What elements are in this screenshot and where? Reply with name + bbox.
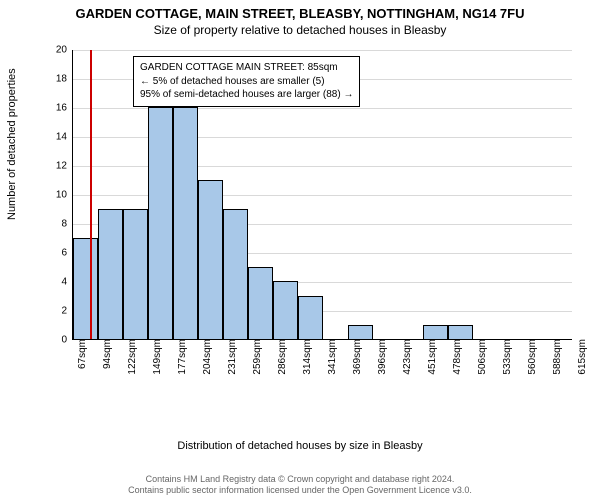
x-tick-label: 259sqm <box>250 339 263 375</box>
y-tick-label: 16 <box>56 103 73 114</box>
histogram-bar <box>173 107 198 339</box>
x-tick-label: 149sqm <box>150 339 163 375</box>
x-tick-label: 423sqm <box>400 339 413 375</box>
x-tick-label: 94sqm <box>100 339 113 369</box>
x-tick-label: 506sqm <box>475 339 488 375</box>
x-tick-label: 451sqm <box>425 339 438 375</box>
histogram-bar <box>223 209 248 340</box>
histogram-bar <box>348 325 373 340</box>
x-tick-label: 122sqm <box>125 339 138 375</box>
histogram-bar <box>123 209 148 340</box>
y-tick-label: 20 <box>56 45 73 56</box>
x-tick-label: 478sqm <box>450 339 463 375</box>
histogram-bar <box>198 180 223 340</box>
title-sub: Size of property relative to detached ho… <box>0 21 600 37</box>
annotation-box: GARDEN COTTAGE MAIN STREET: 85sqm← 5% of… <box>133 56 360 107</box>
x-tick-label: 588sqm <box>550 339 563 375</box>
y-tick-label: 10 <box>56 190 73 201</box>
y-tick-label: 0 <box>61 335 73 346</box>
histogram-bar <box>298 296 323 340</box>
x-tick-label: 231sqm <box>225 339 238 375</box>
annotation-line: 95% of semi-detached houses are larger (… <box>140 88 353 102</box>
x-axis-label: Distribution of detached houses by size … <box>0 440 600 452</box>
histogram-bar <box>423 325 448 340</box>
x-tick-label: 314sqm <box>300 339 313 375</box>
footer-attribution: Contains HM Land Registry data © Crown c… <box>0 474 600 497</box>
x-tick-label: 286sqm <box>275 339 288 375</box>
histogram-bar <box>448 325 473 340</box>
gridline <box>73 50 572 51</box>
chart-area: 0246810121416182067sqm94sqm122sqm149sqm1… <box>42 50 582 390</box>
y-tick-label: 6 <box>61 248 73 259</box>
x-tick-label: 341sqm <box>325 339 338 375</box>
y-axis-label: Number of detached properties <box>6 68 18 220</box>
y-tick-label: 14 <box>56 132 73 143</box>
x-tick-label: 67sqm <box>75 339 88 369</box>
x-tick-label: 204sqm <box>200 339 213 375</box>
plot-region: 0246810121416182067sqm94sqm122sqm149sqm1… <box>72 50 572 340</box>
x-tick-label: 369sqm <box>350 339 363 375</box>
x-tick-label: 533sqm <box>500 339 513 375</box>
y-tick-label: 2 <box>61 306 73 317</box>
y-tick-label: 12 <box>56 161 73 172</box>
footer-line1: Contains HM Land Registry data © Crown c… <box>0 474 600 485</box>
annotation-line: ← 5% of detached houses are smaller (5) <box>140 75 353 89</box>
x-tick-label: 615sqm <box>575 339 588 375</box>
histogram-bar <box>273 281 298 339</box>
reference-line <box>90 50 92 339</box>
histogram-bar <box>73 238 98 340</box>
title-main: GARDEN COTTAGE, MAIN STREET, BLEASBY, NO… <box>0 0 600 21</box>
y-tick-label: 8 <box>61 219 73 230</box>
x-tick-label: 396sqm <box>375 339 388 375</box>
footer-line2: Contains public sector information licen… <box>0 485 600 496</box>
y-tick-label: 18 <box>56 74 73 85</box>
annotation-line: GARDEN COTTAGE MAIN STREET: 85sqm <box>140 61 353 75</box>
x-tick-label: 560sqm <box>525 339 538 375</box>
histogram-bar <box>248 267 273 340</box>
histogram-bar <box>98 209 123 340</box>
x-tick-label: 177sqm <box>175 339 188 375</box>
histogram-bar <box>148 107 173 339</box>
y-tick-label: 4 <box>61 277 73 288</box>
